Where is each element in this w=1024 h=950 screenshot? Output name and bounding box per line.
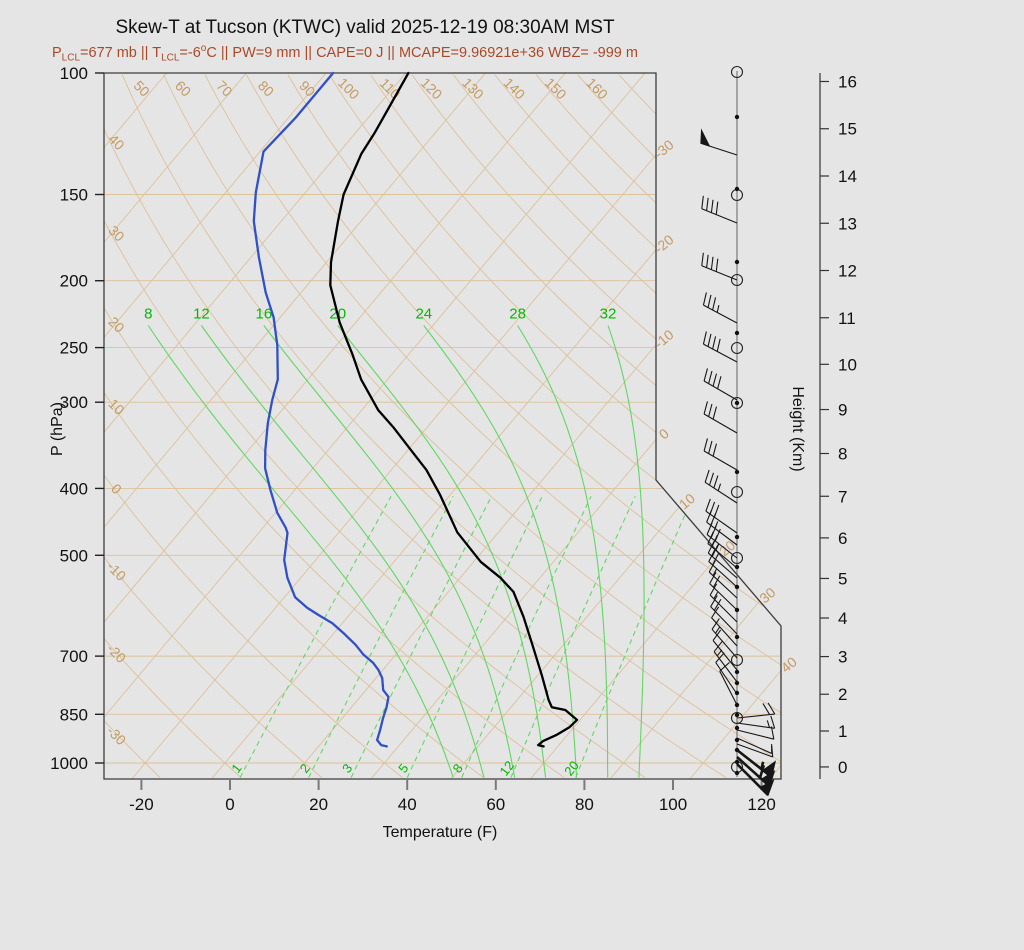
- moist-adiabat-labels: 8 12 16 20 24 28 32: [144, 305, 616, 322]
- chart-title: Skew-T at Tucson (KTWC) valid 2025-12-19…: [115, 17, 615, 38]
- svg-text:13: 13: [838, 214, 857, 233]
- svg-text:0: 0: [225, 795, 234, 814]
- temperature-axis-title: Temperature (F): [382, 824, 498, 841]
- svg-text:5: 5: [838, 569, 847, 588]
- svg-text:80: 80: [255, 77, 277, 99]
- plot-border: [103, 72, 782, 780]
- svg-text:50: 50: [131, 77, 153, 99]
- svg-text:150: 150: [60, 186, 88, 205]
- svg-text:40: 40: [398, 795, 417, 814]
- svg-text:250: 250: [60, 339, 88, 358]
- svg-text:24: 24: [415, 305, 432, 322]
- svg-text:12: 12: [838, 262, 857, 281]
- temperature-curve: [329, 71, 579, 748]
- svg-text:400: 400: [60, 479, 88, 498]
- svg-text:140: 140: [500, 75, 528, 103]
- temperature-axis: -20 0 20 40 60 80 100 120: [129, 779, 776, 814]
- svg-text:1000: 1000: [50, 754, 88, 773]
- svg-text:-20: -20: [104, 640, 130, 666]
- moist-adiabat-lines: [147, 325, 645, 778]
- svg-text:160: 160: [583, 75, 611, 103]
- svg-text:4: 4: [838, 609, 847, 628]
- svg-text:0: 0: [108, 480, 125, 497]
- svg-text:100: 100: [60, 64, 88, 83]
- svg-text:700: 700: [60, 647, 88, 666]
- svg-text:16: 16: [838, 72, 857, 91]
- svg-text:12: 12: [193, 305, 210, 322]
- svg-text:15: 15: [838, 120, 857, 139]
- svg-text:30: 30: [105, 222, 127, 244]
- svg-text:100: 100: [659, 795, 687, 814]
- svg-text:2: 2: [838, 685, 847, 704]
- svg-text:100: 100: [335, 75, 363, 103]
- svg-text:120: 120: [418, 75, 446, 103]
- height-axis-title: Height (Km): [789, 386, 806, 472]
- svg-text:6: 6: [838, 529, 847, 548]
- svg-text:0: 0: [656, 425, 672, 442]
- svg-text:300: 300: [60, 393, 88, 412]
- svg-text:32: 32: [600, 305, 617, 322]
- svg-text:80: 80: [575, 795, 594, 814]
- svg-text:20: 20: [309, 795, 328, 814]
- svg-text:14: 14: [838, 167, 857, 186]
- svg-text:500: 500: [60, 546, 88, 565]
- svg-text:8: 8: [838, 444, 847, 463]
- svg-text:90: 90: [296, 77, 318, 99]
- mixing-ratio-labels: 1 2 3 5 8 12 20: [228, 758, 582, 779]
- svg-text:7: 7: [838, 487, 847, 506]
- wind-barb-column: [700, 65, 777, 797]
- svg-text:40: 40: [105, 131, 127, 153]
- svg-text:10: 10: [838, 355, 857, 374]
- svg-text:150: 150: [542, 75, 570, 103]
- svg-text:16: 16: [256, 305, 273, 322]
- svg-text:200: 200: [60, 272, 88, 291]
- mixing-ratio-lines: [239, 496, 694, 778]
- svg-text:-30: -30: [104, 723, 130, 749]
- svg-text:-20: -20: [651, 231, 677, 256]
- svg-text:11: 11: [838, 309, 856, 328]
- svg-text:1: 1: [838, 722, 847, 741]
- isotherm-lines: [104, 73, 781, 779]
- svg-text:20: 20: [561, 758, 582, 779]
- svg-text:-30: -30: [651, 136, 677, 161]
- svg-text:850: 850: [60, 705, 88, 724]
- svg-text:-20: -20: [129, 795, 154, 814]
- svg-text:28: 28: [509, 305, 526, 322]
- isobar-lines: [104, 194, 781, 764]
- dewpoint-curve: [252, 71, 390, 748]
- svg-text:30: 30: [756, 584, 778, 606]
- svg-text:120: 120: [747, 795, 775, 814]
- svg-text:9: 9: [838, 401, 847, 420]
- svg-text:130: 130: [459, 75, 487, 103]
- svg-text:8: 8: [144, 305, 152, 322]
- chart-subtitle: PLCL=677 mb || TLCL=-6oC || PW=9 mm || C…: [52, 43, 638, 64]
- svg-text:10: 10: [676, 490, 698, 512]
- svg-text:20: 20: [105, 313, 127, 335]
- svg-text:60: 60: [172, 77, 194, 99]
- plot-background: [104, 73, 781, 779]
- svg-text:60: 60: [486, 795, 505, 814]
- pressure-axis-title: P (hPa): [49, 402, 66, 456]
- svg-text:0: 0: [838, 758, 847, 777]
- svg-text:3: 3: [838, 648, 847, 667]
- pressure-axis: 100 150 200 250 300 400 500 700 850 1000: [50, 64, 104, 773]
- dry-adiabat-lines: [104, 74, 781, 779]
